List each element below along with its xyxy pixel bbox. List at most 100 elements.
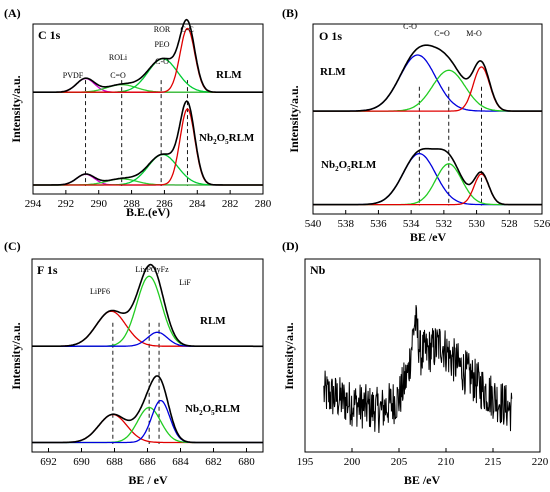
x-tick-label: 692: [40, 456, 57, 468]
x-tick-label: 536: [370, 218, 387, 230]
spectrum-component-line: [313, 152, 542, 206]
chart-title: F 1s: [37, 263, 58, 277]
chart-title: C 1s: [38, 28, 61, 42]
x-tick-label: 534: [403, 218, 420, 230]
dashed-guides: [418, 86, 482, 206]
plot-frame: [32, 23, 264, 195]
x-tick-label: 528: [501, 218, 518, 230]
panel-label: (A): [4, 6, 21, 20]
x-tick-label: 532: [436, 218, 453, 230]
x-tick-label: 290: [90, 198, 107, 210]
spectrum-envelope-line: [32, 375, 263, 444]
y-axis-label: Intensity/a.u.: [287, 85, 301, 152]
panel-c1s: (A) C 1s B.E.(eV) Intensity/a.u. 294 292 2…: [4, 6, 272, 219]
x-tick-label: 282: [222, 198, 239, 210]
x-tick-label: 200: [344, 456, 361, 468]
annotation-c-o: C-O: [403, 22, 417, 31]
label-rlm: RLM: [320, 66, 346, 78]
label-rlm: RLM: [200, 315, 226, 327]
x-tick-label: 210: [438, 456, 455, 468]
annotation-c-eq-o: C=O: [110, 71, 126, 80]
spectrum-component-line: [33, 108, 263, 186]
spectra: [32, 263, 263, 444]
x-tick-label: 686: [139, 456, 156, 468]
annotation-c-c: C-C: [180, 25, 193, 34]
plot-frame: [312, 23, 543, 215]
plot-frame: [304, 258, 541, 453]
x-tick-label: 288: [123, 198, 140, 210]
spectrum-envelope-line: [33, 18, 263, 93]
annotation-m-o: M-O: [466, 29, 482, 38]
annotation-c-o: C-O: [155, 57, 169, 66]
x-tick-label: 680: [238, 456, 255, 468]
x-tick-label: 205: [391, 456, 408, 468]
annotation-c-eq-o: C=O: [434, 29, 450, 38]
label-nb2o5rlm: Nb2O5RLM: [321, 159, 377, 173]
x-tick-label: 688: [106, 456, 123, 468]
annotation-peo: PEO: [154, 40, 169, 49]
spectrum-component-line: [33, 153, 263, 186]
x-ticks: 692 690 688 686 684 682 680: [40, 448, 255, 468]
x-tick-label: 682: [205, 456, 222, 468]
spectrum-envelope-line: [32, 263, 263, 348]
x-tick-label: 195: [297, 456, 314, 468]
x-axis-label: B.E.(eV): [126, 205, 170, 219]
annotation-roli: ROLi: [109, 53, 128, 62]
x-tick-label: 526: [534, 218, 550, 230]
x-tick-label: 286: [156, 198, 173, 210]
spectrum-component-line: [32, 275, 263, 347]
chart-title: O 1s: [319, 29, 342, 43]
x-ticks: 294 292 290 288 286 284 282 280: [25, 190, 272, 210]
x-tick-label: 294: [25, 198, 42, 210]
spectrum-component-line: [313, 66, 542, 112]
x-tick-label: 690: [73, 456, 90, 468]
label-nb2o5rlm: Nb2O5RLM: [185, 403, 241, 417]
x-tick-label: 538: [337, 218, 354, 230]
x-axis-label: BE / eV: [128, 473, 168, 487]
annotation-lipf6: LiPF6: [90, 287, 110, 296]
x-tick-label: 530: [468, 218, 485, 230]
x-ticks: 195 200 205 210 215 220: [297, 448, 549, 468]
annotation-lixpoyfz: LixPOyFz: [135, 265, 169, 274]
panel-nb: (D) Nb BE /eV Intensity/a.u. 195 200 205 21…: [282, 239, 549, 487]
spectrum-component-line: [32, 310, 263, 347]
label-nb2o5rlm: Nb2O5RLM: [199, 132, 255, 146]
panel-label: (B): [282, 6, 298, 20]
spectrum-component-line: [33, 27, 263, 93]
spectra: [33, 18, 263, 186]
annotation-lif: LiF: [179, 278, 191, 287]
spectrum-component-line: [313, 173, 542, 206]
x-tick-label: 220: [532, 456, 549, 468]
annotation-ror: ROR: [154, 25, 171, 34]
chart-title: Nb: [310, 263, 326, 277]
x-tick-label: 280: [255, 198, 272, 210]
spectrum-component-line: [313, 69, 542, 112]
spectra: [323, 305, 513, 434]
x-tick-label: 292: [58, 198, 75, 210]
panel-label: (D): [282, 239, 299, 253]
y-axis-label: Intensity/a.u.: [9, 75, 23, 142]
dashed-guides: [112, 322, 160, 444]
y-axis-label: Intensity/a.u.: [9, 322, 23, 389]
spectrum-envelope-line: [313, 44, 542, 112]
noisy-spectrum-line: [323, 305, 513, 434]
x-tick-label: 540: [305, 218, 322, 230]
spectrum-envelope-line: [33, 100, 263, 186]
annotation-pvdf: PVDF: [63, 71, 84, 80]
label-rlm: RLM: [216, 69, 242, 81]
x-tick-label: 215: [485, 456, 502, 468]
x-axis-label: BE /eV: [404, 473, 441, 487]
x-axis-label: BE /eV: [410, 230, 447, 244]
panel-f1s: (C) F 1s BE / eV Intensity/a.u. 692 690 68…: [4, 239, 264, 487]
spectrum-envelope-line: [313, 147, 542, 206]
panel-o1s: (B) O 1s BE /eV Intensity/a.u. 540 538 536…: [282, 6, 550, 244]
x-ticks: 540 538 536 534 532 530 528 526: [305, 210, 550, 230]
x-tick-label: 284: [189, 198, 206, 210]
spectra: [313, 44, 542, 206]
spectrum-component-line: [313, 54, 542, 112]
x-tick-label: 684: [172, 456, 189, 468]
y-axis-label: Intensity/a.u.: [282, 322, 296, 389]
panel-label: (C): [4, 239, 21, 253]
plot-frame: [31, 258, 264, 453]
